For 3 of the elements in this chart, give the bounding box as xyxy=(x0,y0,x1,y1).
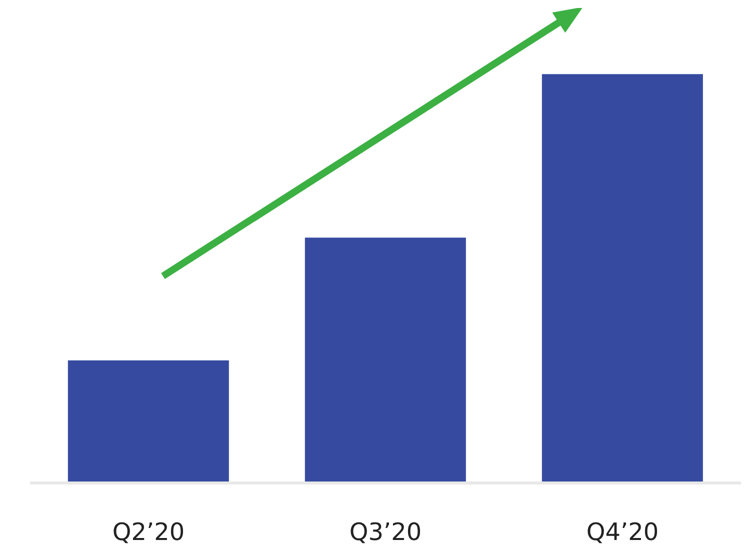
x-tick-label: Q2’20 xyxy=(112,518,185,546)
x-tick-label: Q4’20 xyxy=(586,518,659,546)
x-tick-label: Q3’20 xyxy=(349,518,422,546)
